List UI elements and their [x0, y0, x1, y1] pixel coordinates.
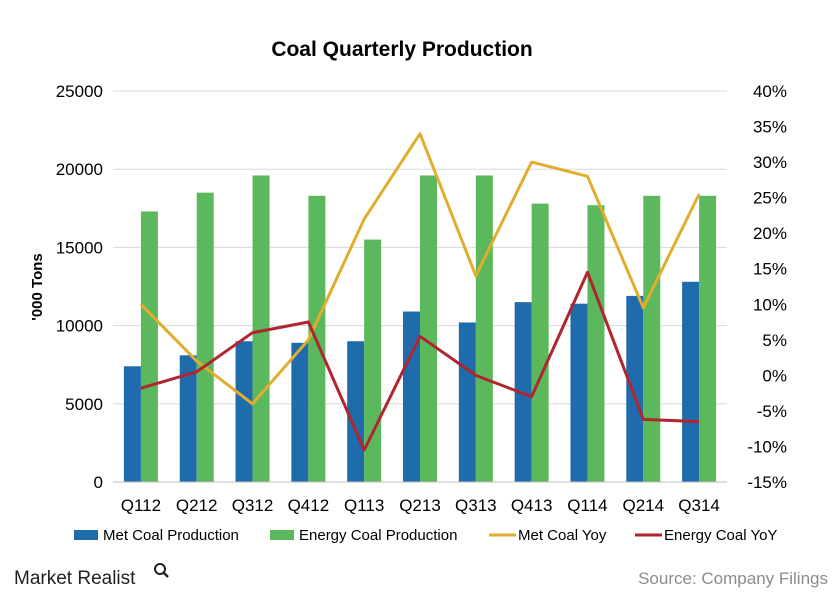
legend-energy-coal-yoy: Energy Coal YoY: [635, 527, 777, 544]
bars: [123, 175, 717, 483]
met-coal-bar: [403, 311, 420, 482]
energy-coal-bar: [587, 205, 605, 482]
x-tick-label: Q312: [232, 496, 274, 515]
y-tick-label: 25000: [56, 82, 103, 101]
y2-tick-label: 10%: [753, 295, 787, 314]
legend-met-coal-yoy: Met Coal Yoy: [489, 527, 607, 544]
met-coal-yoy-line: [139, 132, 701, 406]
y2-tick-label: 15%: [753, 260, 787, 279]
lines: [139, 132, 701, 452]
x-axis: Q112 Q212 Q312 Q412 Q113 Q213 Q313 Q413 Q114 Q214…: [113, 481, 727, 515]
y2-tick-label: 5%: [762, 331, 787, 350]
met-coal-bar: [123, 366, 141, 482]
magnifier-icon: [154, 563, 166, 575]
energy-coal-bar: [252, 175, 270, 482]
chart-title: Coal Quarterly Production: [271, 38, 532, 61]
x-tick-label: Q313: [455, 496, 497, 515]
y2-tick-label: 40%: [753, 82, 787, 101]
y2-tick-label: 0%: [762, 366, 787, 385]
met-coal-bar: [682, 281, 700, 482]
energy-coal-bar: [196, 192, 214, 482]
met-coal-bar: [570, 303, 588, 482]
legend-energy-coal-production: Energy Coal Production: [270, 527, 457, 544]
met-coal-bar: [179, 355, 197, 482]
legend-label: Energy Coal Production: [299, 527, 457, 544]
energy-coal-bar: [140, 211, 158, 483]
met-coal-bar: [458, 322, 476, 482]
legend-label: Energy Coal YoY: [664, 527, 777, 544]
legend: Met Coal Production Energy Coal Productio…: [74, 527, 777, 544]
x-tick-label: Q213: [399, 496, 441, 515]
x-tick-label: Q214: [622, 496, 664, 515]
met-coal-bar: [347, 341, 365, 482]
brand-name: Market Realist: [14, 568, 136, 589]
y2-tick-label: -5%: [757, 402, 787, 421]
x-tick-label: Q114: [567, 496, 607, 515]
energy-coal-yoy-line: [140, 270, 700, 452]
legend-swatch: [270, 530, 294, 540]
y2-axis: -15% -10% -5% 0% 5% 10% 15% 20% 25% 30% 35% 40%: [747, 82, 787, 492]
energy-coal-bar: [420, 175, 437, 482]
y-tick-label: 20000: [56, 160, 103, 179]
y2-tick-label: -15%: [747, 473, 787, 492]
energy-coal-bar: [699, 195, 717, 482]
source-note: Source: Company Filings: [638, 569, 828, 588]
y2-tick-label: 30%: [753, 153, 787, 172]
legend-label: Met Coal Production: [103, 527, 239, 544]
met-coal-bar: [291, 342, 309, 482]
y-tick-label: 0: [94, 473, 103, 492]
y-tick-label: 15000: [56, 238, 103, 257]
y-axis-title: '000 Tons: [29, 253, 46, 320]
x-tick-label: Q314: [678, 496, 720, 515]
x-tick-label: Q412: [288, 496, 330, 515]
magnifier-handle-icon: [162, 571, 169, 578]
brand-logo: Market Realist: [14, 563, 169, 589]
energy-coal-bar: [643, 195, 661, 482]
y2-tick-label: 35%: [753, 118, 787, 137]
y2-tick-label: 20%: [753, 224, 787, 243]
legend-label: Met Coal Yoy: [518, 527, 607, 544]
energy-coal-bar: [475, 175, 493, 482]
y2-tick-label: 25%: [753, 189, 787, 208]
met-coal-bar: [235, 341, 253, 482]
legend-swatch: [74, 530, 98, 540]
energy-coal-bar: [531, 203, 549, 482]
y-axis: 0 5000 10000 15000 20000 25000: [56, 82, 103, 492]
y-tick-label: 5000: [65, 395, 103, 414]
x-tick-label: Q212: [176, 496, 218, 515]
y-tick-label: 10000: [56, 317, 103, 336]
met-coal-bar: [626, 295, 644, 482]
x-tick-label: Q112: [121, 496, 161, 515]
x-tick-label: Q413: [511, 496, 553, 515]
legend-met-coal-production: Met Coal Production: [74, 527, 239, 544]
x-tick-label: Q113: [344, 496, 384, 515]
y2-tick-label: -10%: [747, 437, 787, 456]
